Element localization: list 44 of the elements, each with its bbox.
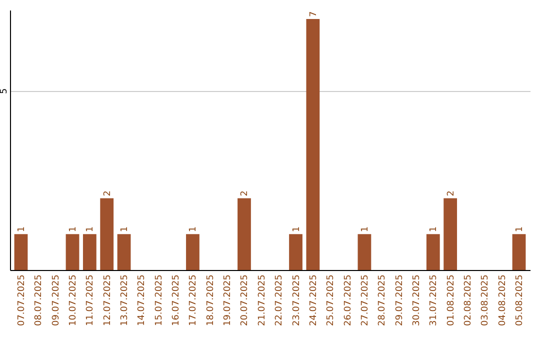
x-tick-label: 05.08.2025 — [515, 274, 526, 326]
x-tick-label: 04.08.2025 — [498, 274, 508, 326]
x-tick-label: 24.07.2025 — [308, 274, 319, 326]
data-label: 1 — [188, 226, 199, 232]
data-label: 1 — [515, 226, 526, 232]
data-label: 1 — [360, 226, 370, 232]
x-tick-label: 09.07.2025 — [51, 274, 62, 326]
x-tick-label: 02.08.2025 — [463, 274, 474, 326]
data-label: 2 — [102, 190, 113, 196]
x-tick-label: 12.07.2025 — [102, 274, 113, 326]
data-label: 2 — [240, 190, 250, 196]
x-tick-label: 07.07.2025 — [16, 274, 27, 326]
x-tick-label: 15.07.2025 — [154, 274, 164, 326]
x-tick-label: 14.07.2025 — [137, 274, 148, 326]
x-tick-label: 26.07.2025 — [343, 274, 354, 326]
x-tick-label: 03.08.2025 — [480, 274, 491, 326]
x-tick-label: 29.07.2025 — [394, 274, 405, 326]
x-tick-label: 17.07.2025 — [188, 274, 199, 326]
x-tick-label: 20.07.2025 — [240, 274, 250, 326]
data-label: 1 — [68, 226, 79, 232]
x-tick-label: 19.07.2025 — [223, 274, 234, 326]
x-tick-label: 01.08.2025 — [446, 274, 456, 326]
data-label: 1 — [429, 226, 440, 232]
x-tick-label: 23.07.2025 — [292, 274, 302, 326]
data-label: 1 — [16, 226, 27, 232]
x-tick-label: 28.07.2025 — [378, 274, 388, 326]
x-tick-label: 21.07.2025 — [257, 274, 268, 326]
y-tick-label: 5 — [0, 88, 10, 94]
x-tick-label: 11.07.2025 — [86, 274, 96, 326]
data-label: 1 — [120, 226, 130, 232]
data-label: 7 — [308, 11, 319, 17]
x-tick-label: 16.07.2025 — [172, 274, 182, 326]
data-label: 1 — [86, 226, 96, 232]
x-tick-label: 27.07.2025 — [360, 274, 370, 326]
x-tick-label: 25.07.2025 — [326, 274, 336, 326]
data-label: 2 — [446, 190, 456, 196]
x-tick-label: 18.07.2025 — [206, 274, 216, 326]
x-tick-label: 10.07.2025 — [68, 274, 79, 326]
x-tick-label: 13.07.2025 — [120, 274, 130, 326]
x-tick-label: 08.07.2025 — [34, 274, 44, 326]
x-tick-label: 31.07.2025 — [429, 274, 440, 326]
x-tick-label: 30.07.2025 — [412, 274, 422, 326]
x-tick-label: 22.07.2025 — [274, 274, 285, 326]
data-label: 1 — [292, 226, 302, 232]
